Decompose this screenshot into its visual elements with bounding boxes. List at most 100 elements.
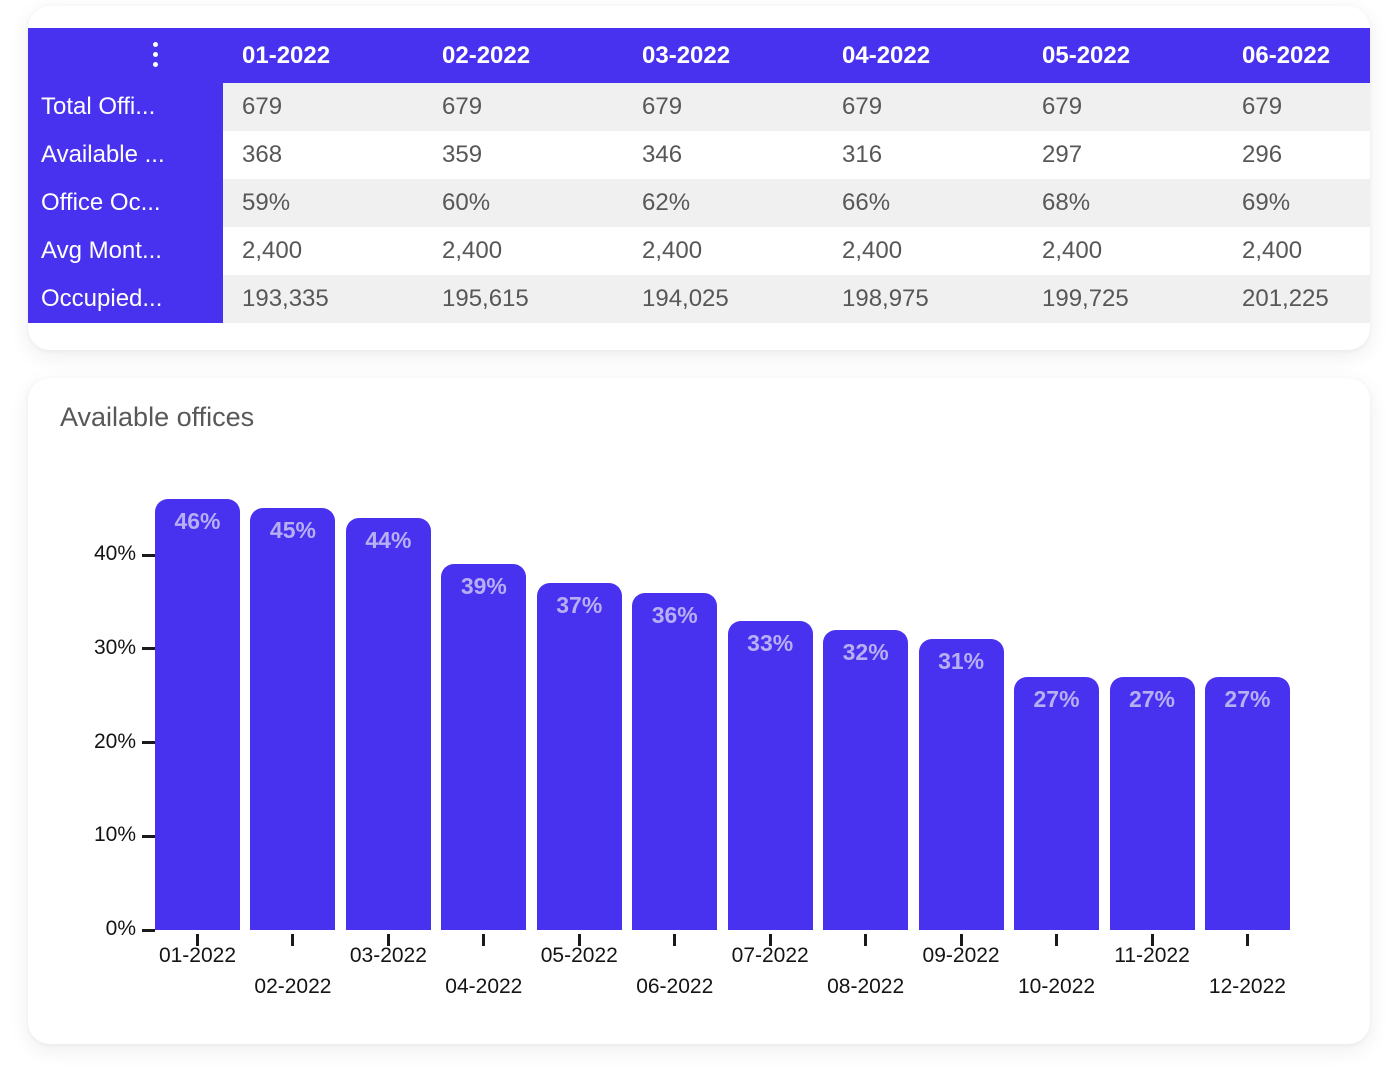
table-row: Avg Mont... 2,400 2,400 2,400 2,400 2,400 2,40…: [28, 227, 1370, 275]
table-row: Available ... 368 359 346 316 297 296: [28, 131, 1370, 179]
table-cell: 199,725: [1023, 275, 1223, 323]
table-row: Office Oc... 59% 60% 62% 66% 68% 69%: [28, 179, 1370, 227]
chart-title: Available offices: [60, 402, 255, 432]
table-cell: 2,400: [623, 227, 823, 275]
bar-value-label: 33%: [747, 629, 794, 656]
table-cell: 59%: [223, 179, 423, 227]
row-label: Total Offi...: [28, 83, 223, 131]
kebab-vertical-icon[interactable]: [41, 28, 223, 83]
x-axis-tick: [959, 934, 963, 946]
table-cell: 2,400: [223, 227, 423, 275]
table-cell: 69%: [1223, 179, 1370, 227]
y-axis-tick: [142, 553, 155, 557]
bar-09-2022[interactable]: 31%: [918, 639, 1004, 930]
bar-value-label: 46%: [174, 507, 221, 534]
row-label: Office Oc...: [28, 179, 223, 227]
table-cell: 679: [1223, 83, 1370, 131]
bar-08-2022[interactable]: 32%: [823, 630, 909, 930]
x-axis-label: 11-2022: [1114, 944, 1190, 967]
y-axis-label: 40%: [93, 542, 136, 565]
x-axis-tick: [291, 934, 295, 946]
x-axis-label: 10-2022: [1018, 975, 1096, 998]
column-header-01-2022: 01-2022: [223, 28, 423, 83]
column-header-06-2022: 06-2022: [1223, 28, 1370, 83]
metrics-table-card: 01-2022 02-2022 03-2022 04-2022 05-2022 06-20…: [28, 6, 1370, 350]
x-axis-tick: [1150, 934, 1154, 946]
bar-value-label: 37%: [556, 592, 603, 619]
row-label: Available ...: [28, 131, 223, 179]
table-cell: 368: [223, 131, 423, 179]
table-cell: 66%: [823, 179, 1023, 227]
table-cell: 679: [223, 83, 423, 131]
bar-11-2022[interactable]: 27%: [1109, 676, 1195, 930]
bar-10-2022[interactable]: 27%: [1014, 676, 1100, 930]
table-header-corner-cell: [28, 28, 223, 83]
x-axis-tick: [386, 934, 390, 946]
y-axis-tick: [142, 834, 155, 838]
table-cell: 346: [623, 131, 823, 179]
x-axis-tick: [864, 934, 868, 946]
y-axis-label: 30%: [93, 635, 136, 659]
x-axis-tick: [768, 934, 772, 946]
bar-12-2022[interactable]: 27%: [1204, 676, 1290, 930]
bar-05-2022[interactable]: 37%: [536, 583, 622, 930]
bar-value-label: 31%: [938, 648, 985, 675]
table-cell: 2,400: [823, 227, 1023, 275]
table-header-row: 01-2022 02-2022 03-2022 04-2022 05-2022 06-20…: [28, 28, 1370, 83]
x-axis-label: 02-2022: [254, 975, 332, 998]
table-cell: 296: [1223, 131, 1370, 179]
table-cell: 60%: [423, 179, 623, 227]
bar-07-2022[interactable]: 33%: [727, 620, 813, 930]
table-cell: 297: [1023, 131, 1223, 179]
table-cell: 2,400: [1223, 227, 1370, 275]
table-cell: 679: [623, 83, 823, 131]
bar-value-label: 39%: [460, 573, 507, 600]
y-axis-label: 0%: [105, 917, 136, 940]
available-offices-chart-card: Available offices 0% 10% 20% 30% 40% 46% 01-20…: [28, 378, 1370, 1044]
table-cell: 68%: [1023, 179, 1223, 227]
bar-value-label: 45%: [269, 517, 316, 544]
bar-value-label: 36%: [651, 601, 698, 628]
y-axis-label: 10%: [93, 823, 136, 847]
x-axis-label: 08-2022: [827, 975, 905, 998]
bar-01-2022[interactable]: 46%: [155, 498, 240, 930]
table-cell: 2,400: [1023, 227, 1223, 275]
bar-02-2022[interactable]: 45%: [250, 508, 336, 930]
x-axis-label: 12-2022: [1208, 975, 1286, 998]
column-header-04-2022: 04-2022: [823, 28, 1023, 83]
table-row: Occupied... 193,335 195,615 194,025 198,975 1…: [28, 275, 1370, 323]
row-label: Avg Mont...: [28, 227, 223, 275]
x-axis-tick: [1055, 934, 1059, 946]
table-cell: 2,400: [423, 227, 623, 275]
table-cell: 679: [823, 83, 1023, 131]
bar-03-2022[interactable]: 44%: [345, 517, 431, 930]
table-cell: 62%: [623, 179, 823, 227]
table-cell: 359: [423, 131, 623, 179]
column-header-03-2022: 03-2022: [623, 28, 823, 83]
x-axis-tick: [1245, 934, 1249, 946]
table-row: Total Offi... 679 679 679 679 679 679: [28, 83, 1370, 131]
y-axis-tick: [142, 928, 155, 932]
x-axis-label: 04-2022: [445, 975, 523, 998]
bar-value-label: 32%: [842, 639, 889, 665]
bar-04-2022[interactable]: 39%: [441, 564, 527, 930]
y-axis-tick: [142, 741, 155, 744]
table-cell: 195,615: [423, 275, 623, 323]
x-axis-label: 06-2022: [636, 975, 714, 998]
row-label: Occupied...: [28, 275, 223, 323]
x-axis-tick: [673, 934, 677, 946]
table-cell: 316: [823, 131, 1023, 179]
table-body: Total Offi... 679 679 679 679 679 679 Available…: [28, 83, 1370, 323]
x-axis-tick: [482, 934, 486, 946]
x-axis-label: 03-2022: [349, 944, 427, 967]
table-cell: 198,975: [823, 275, 1023, 323]
x-axis-tick: [196, 934, 199, 946]
x-axis-label: 07-2022: [731, 944, 809, 967]
table-cell: 194,025: [623, 275, 823, 323]
x-axis-tick: [577, 934, 581, 946]
bar-value-label: 27%: [1224, 685, 1271, 712]
y-axis-tick: [142, 647, 155, 651]
x-axis-label: 01-2022: [158, 944, 237, 967]
x-axis-label: 09-2022: [922, 944, 1000, 967]
bar-06-2022[interactable]: 36%: [632, 592, 718, 930]
